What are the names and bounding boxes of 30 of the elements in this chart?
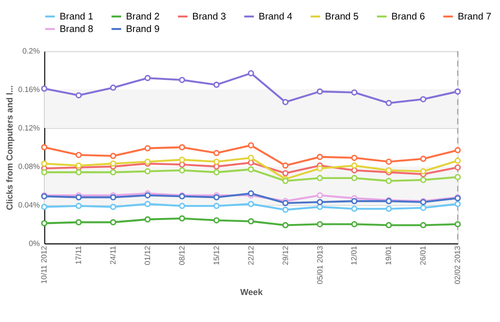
legend-label: Brand 7 [458, 11, 492, 22]
y-tick-label: 0.04% [18, 200, 40, 210]
x-axis-title: Week [240, 286, 263, 297]
legend-label: Brand 4 [258, 11, 293, 22]
y-tick-label: 0.2% [22, 46, 40, 56]
legend-label: Brand 2 [126, 11, 160, 22]
y-tick-label: 0.08% [18, 162, 40, 171]
legend-label: Brand 9 [126, 24, 160, 35]
x-tick-label: 22/12 [246, 246, 256, 266]
y-axis-title: Clicks from Computers and l... [4, 85, 14, 210]
x-tick-label: 05/01 2013 [315, 246, 324, 284]
x-tick-label: 01/12 [143, 246, 152, 266]
x-tick-label: 29/12 [280, 246, 290, 266]
legend-label: Brand 1 [60, 11, 94, 22]
legend-label: Brand 8 [60, 24, 94, 35]
x-tick-label: 24/11 [108, 246, 118, 264]
legend-label: Brand 6 [391, 11, 426, 22]
x-tick-label: 10/11 2012 [40, 246, 49, 284]
x-tick-label: 17/11 [74, 246, 84, 264]
legend-label: Brand 3 [192, 11, 226, 22]
x-tick-label: 19/01 [384, 246, 394, 266]
x-tick-label: 08/12 [177, 246, 186, 266]
y-tick-label: 0% [28, 238, 40, 248]
x-tick-label: 26/01 [418, 246, 428, 266]
x-tick-label: 15/12 [212, 246, 221, 266]
y-tick-label: 0.12% [18, 123, 40, 132]
x-tick-label: 12/01 [350, 246, 359, 266]
x-tick-label: 02/02 2013 [453, 246, 462, 284]
y-tick-label: 0.16% [18, 84, 40, 94]
legend-label: Brand 5 [325, 11, 359, 22]
